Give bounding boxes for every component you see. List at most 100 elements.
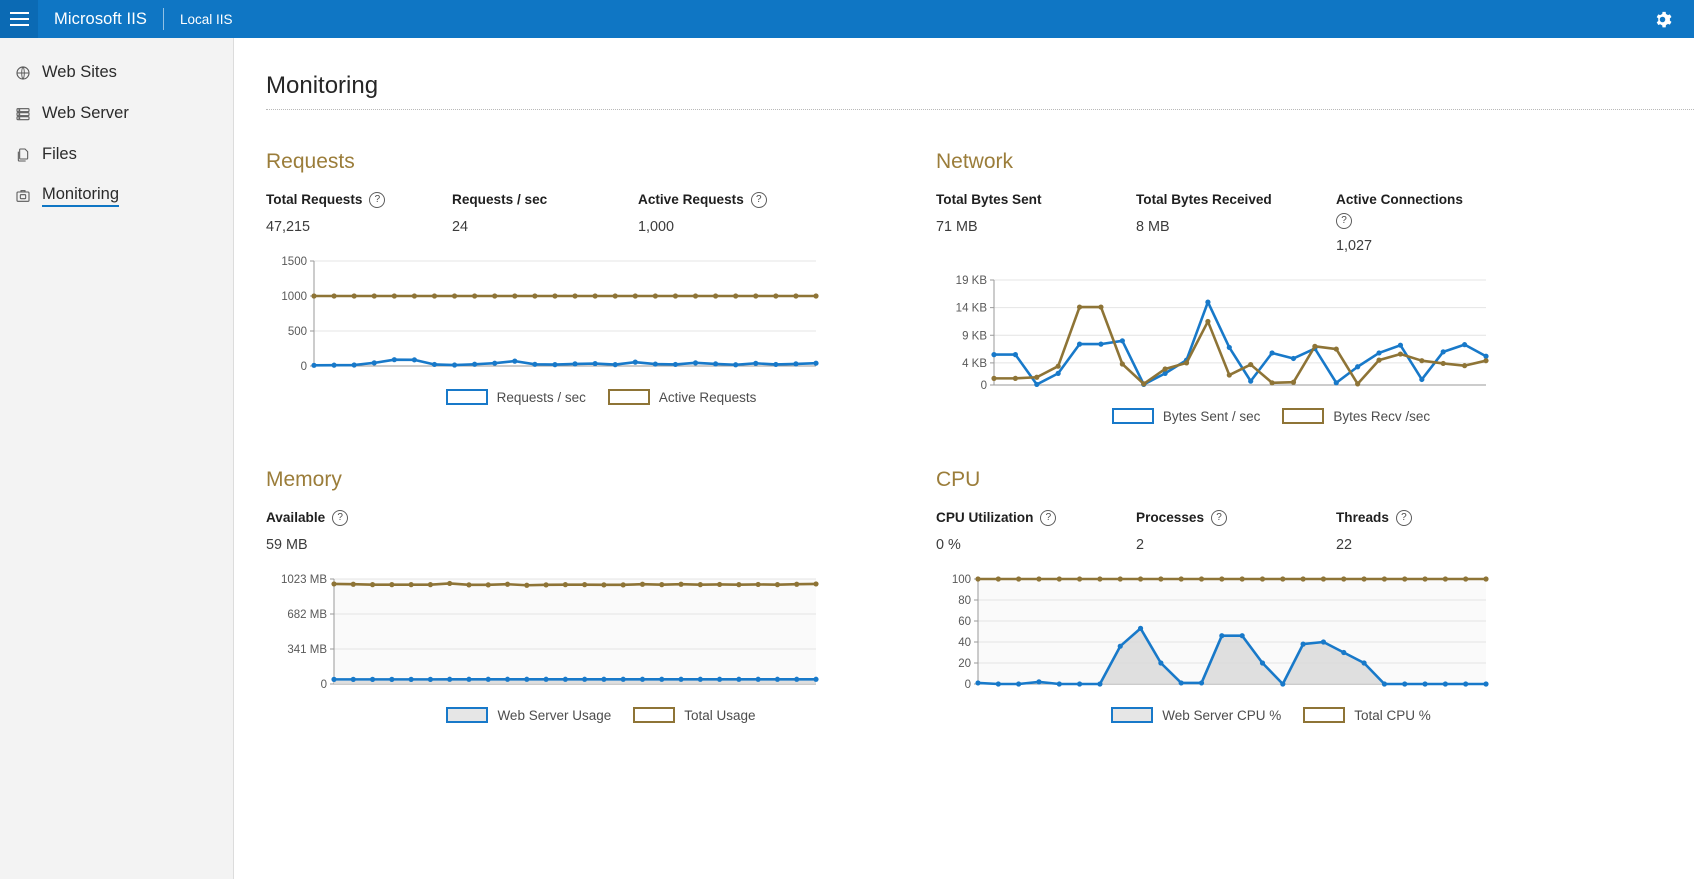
stat-label-text: Total Bytes Sent (936, 192, 1042, 207)
hamburger-bar (9, 18, 29, 20)
stat-value: 1,027 (1336, 238, 1373, 254)
legend-swatch-icon (446, 707, 489, 723)
stat-label-text: Total Bytes Received (1136, 192, 1272, 207)
stat-value: 2 (1136, 537, 1145, 553)
stats-network: Total Bytes Sent 71 MB Total Bytes Recei… (936, 190, 1606, 254)
svg-text:0: 0 (981, 380, 987, 392)
sidebar: Web Sites Web Server (0, 38, 234, 879)
svg-text:20: 20 (958, 658, 971, 670)
legend-network: Bytes Sent / sec Bytes Recv /sec (936, 408, 1606, 424)
panel-title-network: Network (936, 150, 1014, 173)
help-icon[interactable]: ? (1040, 510, 1057, 526)
topbar-divider (163, 8, 164, 30)
dashboard-grid: Requests Total Requests ? 47,215 Request… (266, 150, 1664, 729)
stats-memory: Available ? 59 MB (266, 508, 936, 553)
svg-text:9 KB: 9 KB (962, 330, 987, 342)
help-row: ? (1336, 210, 1536, 229)
sidebar-item-label: Web Server (42, 104, 129, 122)
stat-label: Active Connections (1336, 190, 1536, 210)
legend-label: Bytes Recv /sec (1333, 408, 1431, 424)
legend-label: Web Server Usage (497, 707, 612, 723)
chart-memory: 0 341 MB 682 MB 1023 MB (266, 571, 936, 701)
legend-swatch-icon (1111, 707, 1154, 723)
help-icon[interactable]: ? (750, 192, 767, 208)
sidebar-item-web-sites[interactable]: Web Sites (0, 52, 233, 93)
stat-label: Active Requests ? (638, 190, 824, 210)
stat-processes: Processes ? 2 (1136, 508, 1336, 553)
stat-total-bytes-received: Total Bytes Received 8 MB (1136, 190, 1336, 254)
chart-svg: 0 20 40 60 80 100 (952, 574, 1489, 691)
stat-value: 24 (452, 219, 469, 235)
sidebar-item-web-server[interactable]: Web Server (0, 93, 233, 134)
chart-network: 0 4 KB 9 KB 14 KB 19 KB (936, 272, 1606, 402)
hamburger-menu-icon[interactable] (0, 0, 38, 38)
panel-memory: Memory Available ? 59 MB 0 341 MB 682 MB 10… (266, 430, 936, 729)
files-icon (14, 146, 31, 163)
svg-text:40: 40 (958, 637, 971, 649)
stat-label-text: Threads (1336, 510, 1389, 525)
hamburger-bar (9, 12, 29, 14)
svg-text:1000: 1000 (281, 291, 307, 303)
svg-text:19 KB: 19 KB (956, 275, 988, 287)
stat-label-text: Available (266, 510, 326, 525)
stat-total-requests: Total Requests ? 47,215 (266, 190, 452, 235)
title-divider (266, 109, 1694, 110)
stat-value: 47,215 (266, 219, 311, 235)
brand-title: Microsoft IIS (54, 9, 147, 28)
sidebar-item-label: Web Sites (42, 63, 117, 81)
stat-label: Total Bytes Received (1136, 190, 1336, 210)
stat-label: Available ? (266, 508, 452, 528)
legend-item[interactable]: Web Server Usage (446, 707, 611, 723)
legend-label: Web Server CPU % (1162, 707, 1282, 723)
chart-cpu: 0 20 40 60 80 100 (936, 571, 1606, 701)
stat-active-connections: Active Connections ? 1,027 (1336, 190, 1536, 254)
stat-label-text: Processes (1136, 510, 1205, 525)
legend-item[interactable]: Total CPU % (1303, 707, 1431, 723)
gear-icon[interactable] (1642, 0, 1682, 38)
legend-item[interactable]: Active Requests (607, 389, 756, 405)
stat-label-text: CPU Utilization (936, 510, 1034, 525)
legend-memory: Web Server Usage Total Usage (266, 707, 936, 723)
sidebar-item-files[interactable]: Files (0, 134, 233, 175)
globe-icon (14, 64, 31, 81)
help-icon[interactable]: ? (1395, 510, 1412, 526)
legend-item[interactable]: Total Usage (633, 707, 756, 723)
legend-item[interactable]: Web Server CPU % (1111, 707, 1281, 723)
panel-title-cpu: CPU (936, 468, 981, 491)
panel-requests: Requests Total Requests ? 47,215 Request… (266, 150, 936, 430)
stat-cpu-utilization: CPU Utilization ? 0 % (936, 508, 1136, 553)
help-icon[interactable]: ? (1336, 213, 1352, 229)
help-icon[interactable]: ? (332, 510, 349, 526)
stat-label-text: Total Requests (266, 192, 363, 207)
panel-cpu: CPU CPU Utilization ? 0 % Processes ? (936, 430, 1606, 729)
stat-value: 8 MB (1136, 219, 1170, 235)
app-shell: Web Sites Web Server (0, 38, 1694, 879)
page-title: Monitoring (266, 72, 379, 99)
svg-text:1023 MB: 1023 MB (281, 574, 327, 586)
svg-text:0: 0 (321, 679, 327, 691)
connection-context-label[interactable]: Local IIS (180, 11, 233, 27)
help-icon[interactable]: ? (369, 192, 386, 208)
legend-item[interactable]: Bytes Recv /sec (1282, 408, 1430, 424)
legend-item[interactable]: Requests / sec (445, 389, 586, 405)
stat-value: 22 (1336, 537, 1353, 553)
legend-swatch-icon (1111, 408, 1154, 424)
legend-swatch-icon (445, 389, 488, 405)
stat-label-text: Requests / sec (452, 192, 548, 207)
svg-text:0: 0 (965, 679, 971, 691)
sidebar-item-monitoring[interactable]: Monitoring (0, 175, 233, 216)
legend-label: Requests / sec (496, 389, 586, 405)
svg-text:682 MB: 682 MB (287, 609, 327, 621)
legend-swatch-icon (1303, 707, 1346, 723)
legend-item[interactable]: Bytes Sent / sec (1111, 408, 1260, 424)
stat-label: Total Bytes Sent (936, 190, 1136, 210)
sidebar-item-label: Monitoring (42, 185, 120, 207)
chart-svg: 0 4 KB 9 KB 14 KB 19 KB (956, 275, 1489, 392)
stats-requests: Total Requests ? 47,215 Requests / sec 2… (266, 190, 936, 235)
stat-available-memory: Available ? 59 MB (266, 508, 452, 553)
stat-label-text: Active Connections (1336, 192, 1463, 207)
stat-label: Threads ? (1336, 508, 1536, 528)
svg-text:0: 0 (301, 361, 307, 373)
stat-label: CPU Utilization ? (936, 508, 1136, 528)
help-icon[interactable]: ? (1211, 510, 1228, 526)
